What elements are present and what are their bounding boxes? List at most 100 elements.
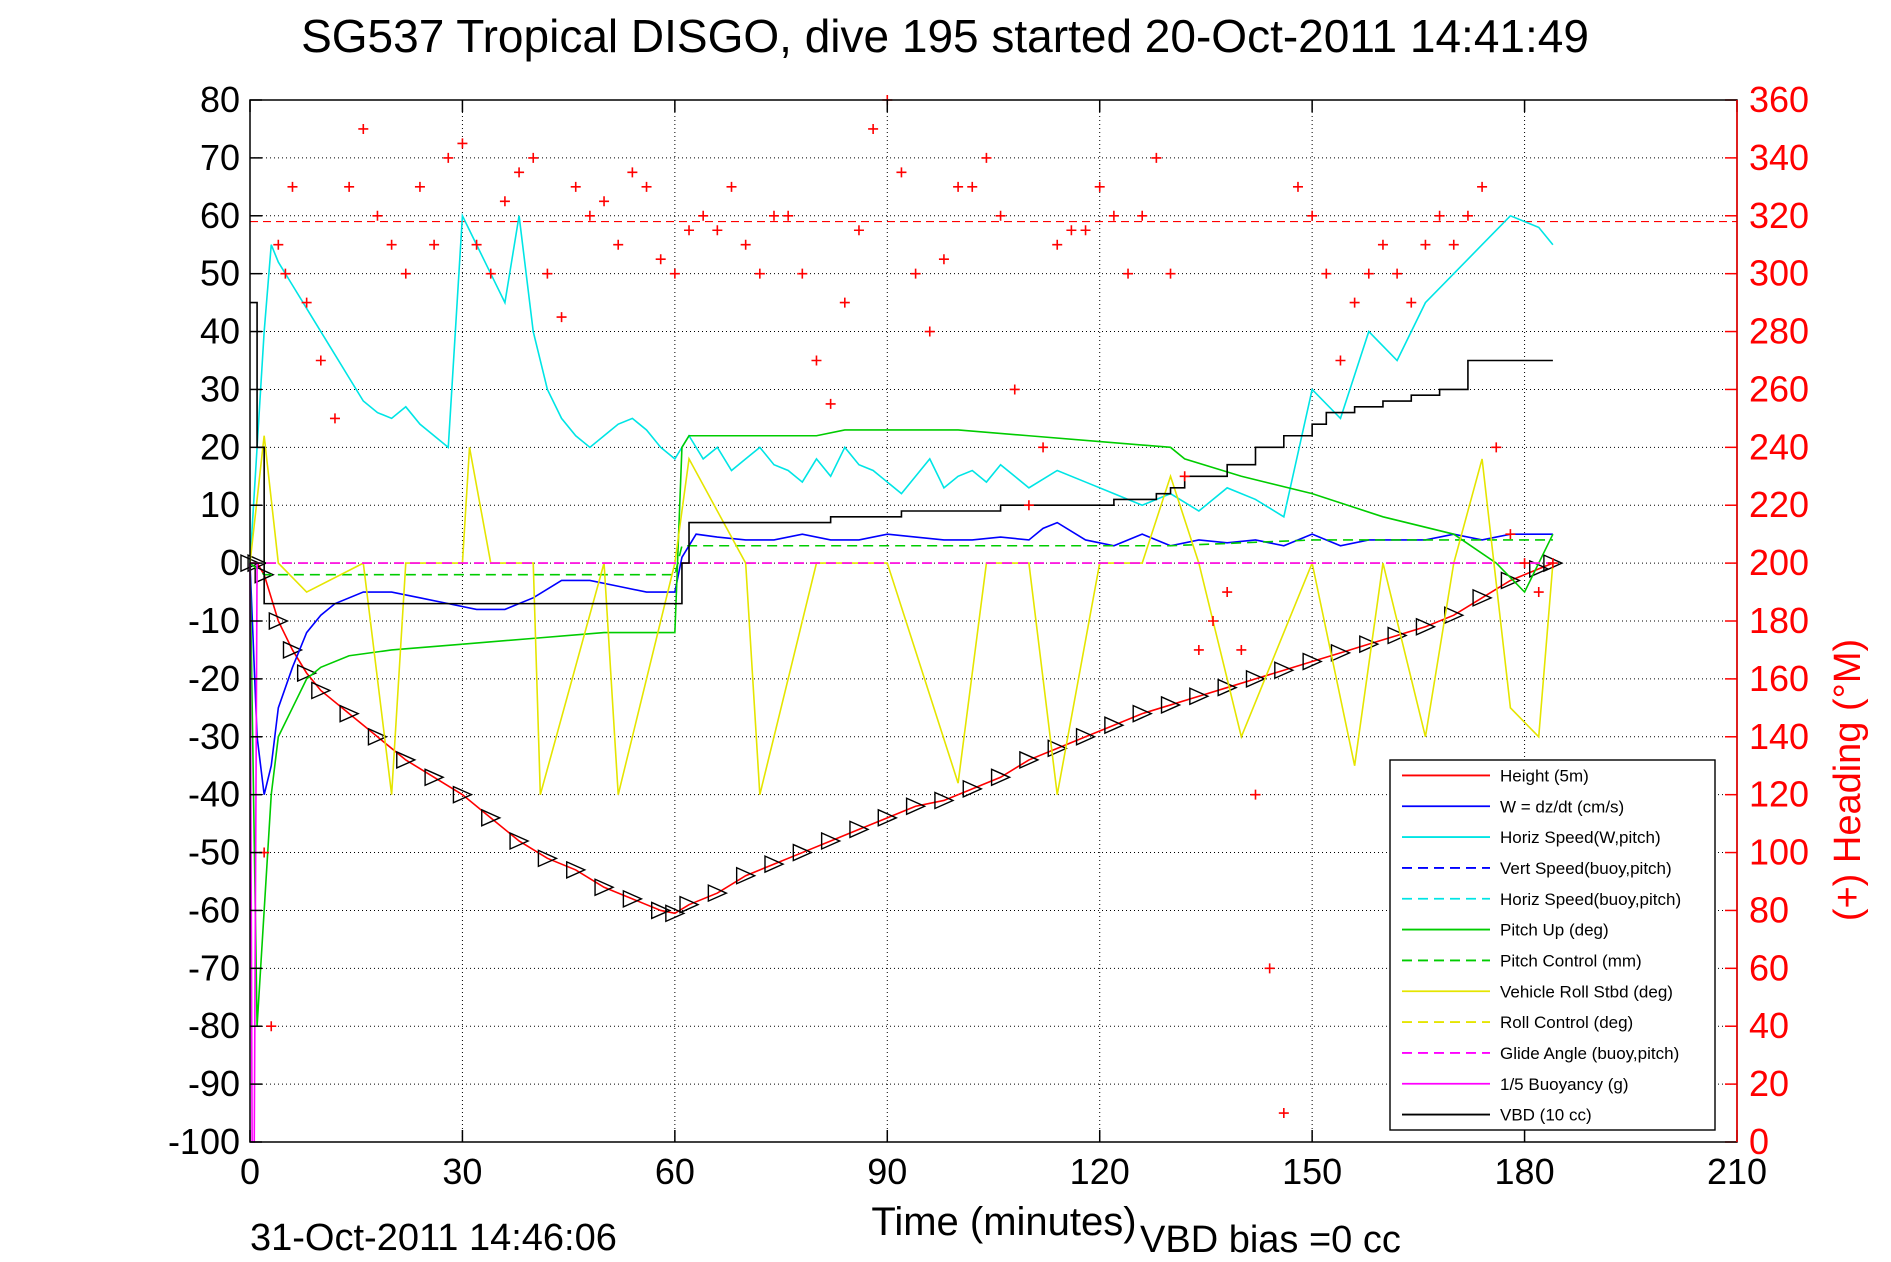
heading-point <box>981 152 992 163</box>
heading-point <box>1038 442 1049 453</box>
legend-label: Pitch Up (deg) <box>1500 921 1609 940</box>
heading-point <box>1052 239 1063 250</box>
y2-tick-label: 340 <box>1749 137 1809 178</box>
y2-tick-label: 240 <box>1749 426 1809 467</box>
y2-tick-label: 180 <box>1749 600 1809 641</box>
chart-title: SG537 Tropical DISGO, dive 195 started 2… <box>301 10 1589 62</box>
heading-point <box>273 239 284 250</box>
legend-label: Vert Speed(buoy,pitch) <box>1500 859 1672 878</box>
heading-point <box>556 312 567 323</box>
height-marker <box>905 797 927 816</box>
height-marker <box>396 750 417 770</box>
heading-point <box>499 196 510 207</box>
heading-point <box>457 138 468 149</box>
height-marker <box>622 889 644 908</box>
x-tick-label: 210 <box>1707 1151 1767 1192</box>
legend-label: Horiz Speed(buoy,pitch) <box>1500 890 1681 909</box>
x-axis-label: Time (minutes) <box>871 1200 1136 1244</box>
height-marker <box>481 808 502 827</box>
heading-point <box>1434 210 1445 221</box>
heading-point <box>768 210 779 221</box>
y2-tick-label: 360 <box>1749 79 1809 120</box>
series-vbd-10-cc <box>250 301 1553 605</box>
heading-point <box>613 239 624 250</box>
y2-tick-label: 40 <box>1749 1005 1789 1046</box>
y-tick-label: -80 <box>188 1005 240 1046</box>
heading-point <box>740 239 751 250</box>
heading-point <box>280 268 291 279</box>
y2-tick-label: 80 <box>1749 889 1789 930</box>
x-tick-label: 0 <box>240 1151 260 1192</box>
heading-point <box>726 181 737 192</box>
y-tick-label: -70 <box>188 947 240 988</box>
height-marker <box>1359 635 1380 654</box>
heading-point <box>1363 268 1374 279</box>
height-marker <box>1245 669 1267 688</box>
series-height-5m <box>250 562 1554 915</box>
y2-tick-label: 100 <box>1749 832 1809 873</box>
y2-tick-label: 280 <box>1749 311 1809 352</box>
heading-point <box>570 181 581 192</box>
height-marker <box>1217 678 1238 697</box>
heading-point <box>599 196 610 207</box>
heading-point <box>584 210 595 221</box>
height-marker <box>1387 626 1408 645</box>
y-tick-label: -90 <box>188 1063 240 1104</box>
heading-point <box>839 297 850 308</box>
y-tick-label: 30 <box>200 368 240 409</box>
heading-point <box>1108 210 1119 221</box>
heading-point <box>1137 210 1148 221</box>
series-layer <box>240 95 1737 1143</box>
height-marker <box>282 640 304 660</box>
height-marker <box>820 831 842 851</box>
height-marker <box>1302 652 1323 671</box>
x-tick-label: 90 <box>867 1151 907 1192</box>
heading-point <box>1519 558 1530 569</box>
y-tick-label: 70 <box>200 137 240 178</box>
y-tick-label: 60 <box>200 195 240 236</box>
heading-point <box>698 210 709 221</box>
heading-point <box>627 167 638 178</box>
height-marker <box>1104 716 1125 735</box>
y2-tick-label: 260 <box>1749 368 1809 409</box>
y2-tick-label: 120 <box>1749 774 1809 815</box>
heading-point <box>995 210 1006 221</box>
heading-point <box>1066 225 1077 236</box>
heading-point <box>1264 963 1275 974</box>
heading-point <box>1123 268 1134 279</box>
heading-point <box>1420 239 1431 250</box>
height-marker <box>792 843 814 862</box>
legend-label: Roll Control (deg) <box>1500 1013 1633 1032</box>
heading-point <box>386 239 397 250</box>
heading-point <box>485 268 496 279</box>
y-tick-label: 20 <box>200 426 240 467</box>
height-marker <box>1274 661 1295 680</box>
y2-tick-label: 200 <box>1749 542 1809 583</box>
heading-point <box>754 268 765 279</box>
heading-point <box>1080 225 1091 236</box>
y2-tick-label: 300 <box>1749 253 1809 294</box>
y-tick-label: -20 <box>188 658 240 699</box>
heading-point <box>924 326 935 337</box>
y-tick-label: 80 <box>200 79 240 120</box>
heading-point <box>1533 587 1544 598</box>
heading-point <box>358 123 369 134</box>
y-tick-label: -30 <box>188 716 240 757</box>
heading-point <box>1236 644 1247 655</box>
x-tick-label: 60 <box>655 1151 695 1192</box>
series-pitch-up-deg <box>249 429 1554 1027</box>
heading-point <box>1547 558 1558 569</box>
footer-vbd-bias: VBD bias =0 cc <box>1140 1219 1401 1261</box>
heading-point <box>910 268 921 279</box>
heading-point <box>811 355 822 366</box>
heading-point <box>329 413 340 424</box>
heading-point <box>414 181 425 192</box>
heading-point <box>1292 181 1303 192</box>
y-tick-label: -50 <box>188 832 240 873</box>
heading-point <box>372 210 383 221</box>
heading-point <box>542 268 553 279</box>
heading-point <box>1406 297 1417 308</box>
height-marker <box>962 779 983 798</box>
